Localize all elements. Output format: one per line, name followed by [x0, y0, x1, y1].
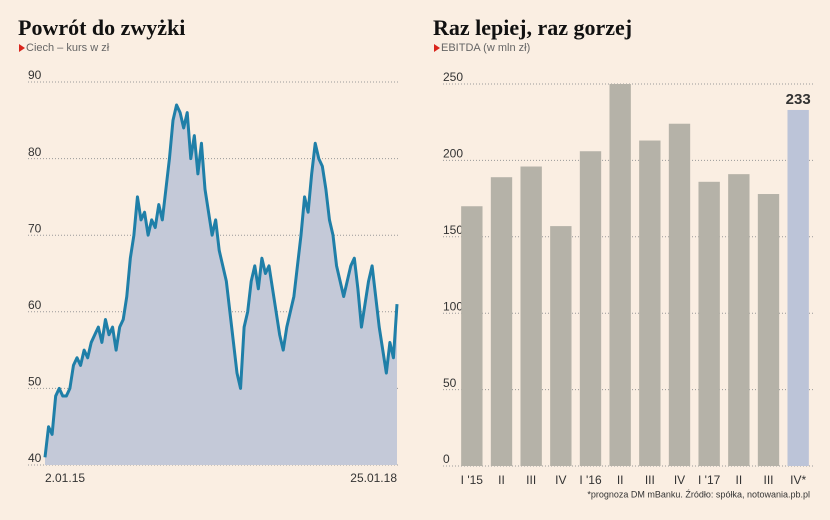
x-tick-label: III — [645, 473, 655, 487]
note: *prognoza DM mBanku. Źródło: spółka, not… — [587, 489, 810, 499]
y-tick-label: 90 — [28, 68, 42, 82]
x-tick-label: IV — [555, 473, 566, 487]
x-tick-label: II — [735, 473, 742, 487]
bar — [668, 123, 691, 466]
x-tick-label: II — [617, 473, 624, 487]
chart-subtitle: EBITDA (w mln zł) — [441, 42, 530, 54]
y-tick-label: 250 — [443, 70, 463, 84]
area — [45, 104, 397, 465]
y-tick-label: 80 — [28, 145, 42, 159]
y-tick-label: 150 — [443, 223, 463, 237]
bar — [639, 140, 661, 466]
x-tick-label: I '17 — [698, 473, 721, 487]
x-tick-label: III — [763, 473, 773, 487]
y-tick-label: 100 — [443, 299, 463, 313]
y-tick-label: 200 — [443, 147, 463, 161]
value-label: 233 — [786, 91, 811, 108]
marker — [19, 44, 25, 52]
bar — [520, 166, 542, 466]
chart-title: Powrót do zwyżki — [18, 15, 185, 40]
marker — [434, 44, 440, 52]
bar — [490, 177, 513, 466]
y-tick-label: 60 — [28, 298, 42, 312]
bar — [461, 206, 483, 467]
y-tick-label: 50 — [28, 375, 42, 389]
x-tick-label: 2.01.15 — [45, 471, 85, 485]
line — [43, 103, 399, 458]
bar — [757, 194, 780, 467]
x-tick-label: III — [526, 473, 536, 487]
y-tick-label: 40 — [28, 451, 42, 465]
y-tick-label: 50 — [443, 376, 457, 390]
x-tick-label: II — [498, 473, 505, 487]
x-tick-label: IV* — [790, 473, 806, 487]
x-tick-label: IV — [674, 473, 685, 487]
y-tick-label: 0 — [443, 452, 450, 466]
bar — [550, 226, 572, 466]
bar — [609, 84, 631, 466]
chart-title: Raz lepiej, raz gorzej — [433, 15, 632, 40]
x-tick-label: I '15 — [461, 473, 484, 487]
x-tick-label: 25.01.18 — [350, 471, 397, 485]
bar — [787, 109, 809, 466]
chart-subtitle: Ciech – kurs w zł — [26, 42, 110, 54]
bar — [728, 174, 750, 467]
bar — [579, 151, 602, 466]
x-tick-label: I '16 — [579, 473, 602, 487]
y-tick-label: 70 — [28, 221, 42, 235]
bar — [698, 181, 720, 467]
